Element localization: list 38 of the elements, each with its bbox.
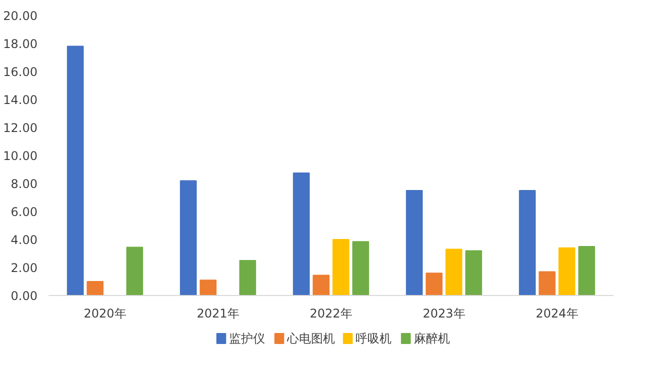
y-tick-label: 8.00 xyxy=(10,177,38,191)
legend-label: 呼吸机 xyxy=(356,332,392,346)
bar xyxy=(558,247,576,296)
x-tick-label: 2021年 xyxy=(196,306,240,320)
bar xyxy=(445,248,462,296)
y-tick-label: 20.00 xyxy=(3,9,38,23)
y-tick-label: 16.00 xyxy=(3,65,38,79)
legend-label: 监护仪 xyxy=(229,332,266,346)
bar xyxy=(292,172,310,296)
y-tick-label: 18.00 xyxy=(3,37,38,51)
bar xyxy=(239,260,256,296)
y-tick-label: 6.00 xyxy=(10,205,38,219)
x-tick-label: 2023年 xyxy=(422,306,466,320)
bar xyxy=(578,246,596,296)
bar xyxy=(518,190,536,296)
legend-label: 心电图机 xyxy=(286,332,336,346)
bar xyxy=(312,274,330,296)
x-tick-label: 2020年 xyxy=(84,306,126,320)
y-tick-label: 14.00 xyxy=(3,93,38,107)
bar xyxy=(126,246,144,296)
y-tick-label: 10.00 xyxy=(3,149,38,163)
bar xyxy=(180,180,197,296)
bar xyxy=(465,250,482,296)
x-tick-label: 2022年 xyxy=(310,306,352,320)
bar xyxy=(332,239,350,296)
bar xyxy=(352,241,370,296)
bar xyxy=(200,280,217,296)
y-tick-label: 4.00 xyxy=(10,233,38,247)
bar xyxy=(66,46,84,296)
bar xyxy=(538,271,556,296)
y-tick-label: 2.00 xyxy=(10,261,38,275)
bar xyxy=(406,190,423,296)
y-tick-label: 12.00 xyxy=(3,121,38,135)
bar xyxy=(426,272,443,296)
y-tick-label: 0.00 xyxy=(10,289,38,303)
bar xyxy=(86,281,104,296)
x-tick-label: 2024年 xyxy=(536,306,578,320)
legend-label: 麻醉机 xyxy=(414,332,450,346)
